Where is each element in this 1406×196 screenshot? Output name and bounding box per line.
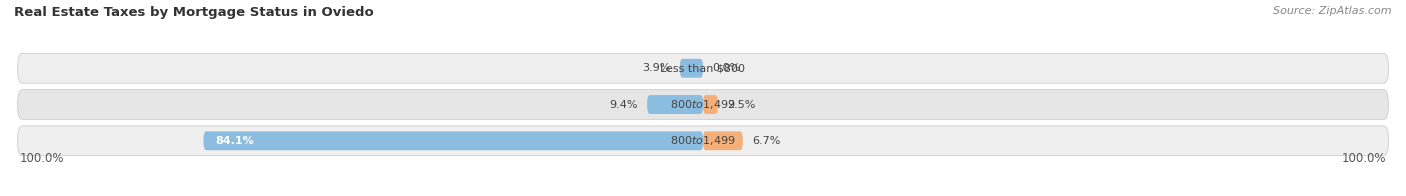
FancyBboxPatch shape (18, 53, 1388, 83)
Text: $800 to $1,499: $800 to $1,499 (671, 98, 735, 111)
Text: Source: ZipAtlas.com: Source: ZipAtlas.com (1274, 6, 1392, 16)
Text: 100.0%: 100.0% (1341, 152, 1386, 165)
Text: 6.7%: 6.7% (752, 136, 780, 146)
Text: 9.4%: 9.4% (609, 100, 638, 110)
FancyBboxPatch shape (703, 95, 718, 114)
Text: Real Estate Taxes by Mortgage Status in Oviedo: Real Estate Taxes by Mortgage Status in … (14, 6, 374, 19)
FancyBboxPatch shape (204, 131, 703, 150)
FancyBboxPatch shape (647, 95, 703, 114)
FancyBboxPatch shape (18, 126, 1388, 156)
Text: 84.1%: 84.1% (215, 136, 254, 146)
FancyBboxPatch shape (703, 131, 742, 150)
Text: 100.0%: 100.0% (20, 152, 65, 165)
Text: 2.5%: 2.5% (727, 100, 756, 110)
Text: $800 to $1,499: $800 to $1,499 (671, 134, 735, 147)
FancyBboxPatch shape (681, 59, 703, 78)
Text: Less than $800: Less than $800 (661, 63, 745, 73)
Text: 0.0%: 0.0% (713, 63, 741, 73)
Text: 3.9%: 3.9% (643, 63, 671, 73)
FancyBboxPatch shape (18, 90, 1388, 119)
